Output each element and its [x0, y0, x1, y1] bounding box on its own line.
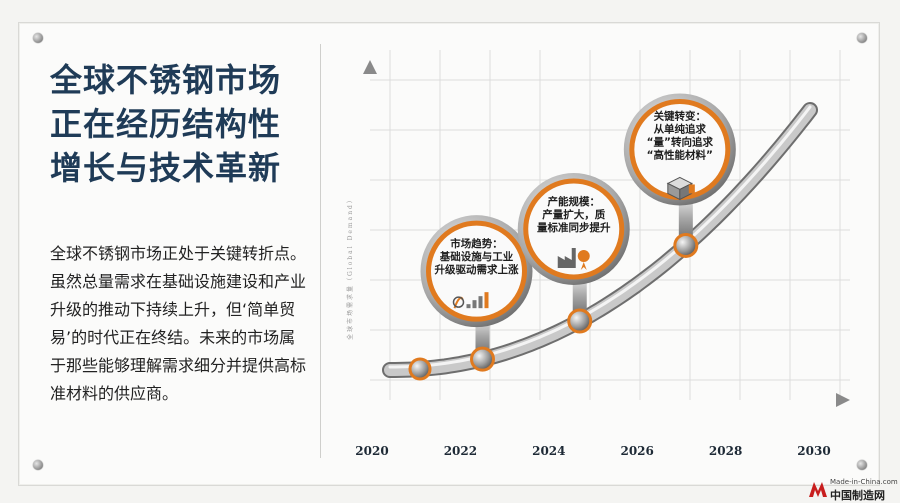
- y-axis-label: 全球市场需求量（Global Demand）: [346, 195, 354, 340]
- milestone-text-line: 产能规模：: [547, 195, 600, 208]
- milestone-text-line: 从单纯追求: [654, 122, 707, 135]
- trend-curve-body: [384, 104, 816, 376]
- milestone-knob: [567, 308, 593, 334]
- milestone-text-line: 产量扩大，质: [542, 208, 605, 221]
- logo-mark-icon: [809, 482, 827, 497]
- logo-text-small: Made-in-China.com: [830, 478, 898, 486]
- milestone-text-line: 市场趋势：: [450, 237, 503, 250]
- x-tick-label: 2024: [532, 444, 565, 458]
- growth-chart-svg: 市场趋势：基础设施与工业升级驱动需求上涨产能规模：产量扩大，质量标准同步提升关键…: [346, 50, 850, 458]
- divider: [320, 44, 321, 458]
- milestone-stem: [678, 193, 693, 242]
- page-title: 全球不锈钢市场正在经历结构性增长与技术革新: [50, 61, 282, 187]
- brand-logo: Made-in-China.com 中国制造网: [808, 478, 898, 502]
- x-tick-label: 2020: [355, 444, 388, 458]
- description-text: 全球不锈钢市场正处于关键转折点。虽然总量需求在基础设施建设和产业升级的推动下持续…: [50, 244, 307, 403]
- start-knob: [408, 357, 432, 381]
- milestone-3: 关键转变：从单纯追求“量”转向追求“高性能材料”: [623, 93, 736, 258]
- milestone-face: [426, 220, 527, 322]
- factory-icon: [557, 247, 590, 270]
- milestone-text-line: “量”转向追求: [647, 135, 714, 148]
- milestones: 市场趋势：基础设施与工业升级驱动需求上涨产能规模：产量扩大，质量标准同步提升关键…: [420, 93, 736, 372]
- steel-block-icon: [666, 176, 695, 201]
- rivet-top-left: [33, 33, 43, 43]
- rivet-top-right: [857, 33, 867, 43]
- milestone-knob: [673, 232, 699, 258]
- milestone-text-line: 升级驱动需求上涨: [435, 263, 519, 276]
- trend-curve-highlight: [388, 105, 812, 369]
- x-tick-label: 2026: [620, 444, 653, 458]
- x-tick-labels: 2020 2022 2024 2026 2028 2030: [355, 444, 830, 458]
- milestone-knob: [470, 346, 495, 372]
- axes: [363, 60, 850, 407]
- growth-diagram: 市场趋势： 基础设施与工业 升级驱动需求上涨 产能规模： 产量扩大，质 量标准同步提升 关键…: [330, 40, 870, 460]
- rivet-bottom-left: [33, 460, 43, 470]
- logo-text-big: 中国制造网: [830, 489, 885, 502]
- milestone-text-line: 基础设施与工业: [439, 250, 514, 263]
- x-tick-label: 2028: [709, 444, 742, 458]
- x-tick-label: 2030: [797, 444, 830, 458]
- trend-curve: [382, 102, 818, 381]
- y-axis-arrow-icon: [363, 60, 377, 74]
- milestone-text-line: “高性能材料”: [647, 148, 713, 161]
- x-axis-arrow-icon: [836, 393, 850, 407]
- milestone-text-line: 量标准同步提升: [537, 221, 611, 234]
- rivet-bottom-right: [857, 460, 867, 470]
- milestone-text-line: 关键转变：: [654, 109, 707, 122]
- chart-up-icon: [452, 292, 489, 309]
- milestone-face: [523, 178, 625, 280]
- x-tick-label: 2022: [444, 444, 477, 458]
